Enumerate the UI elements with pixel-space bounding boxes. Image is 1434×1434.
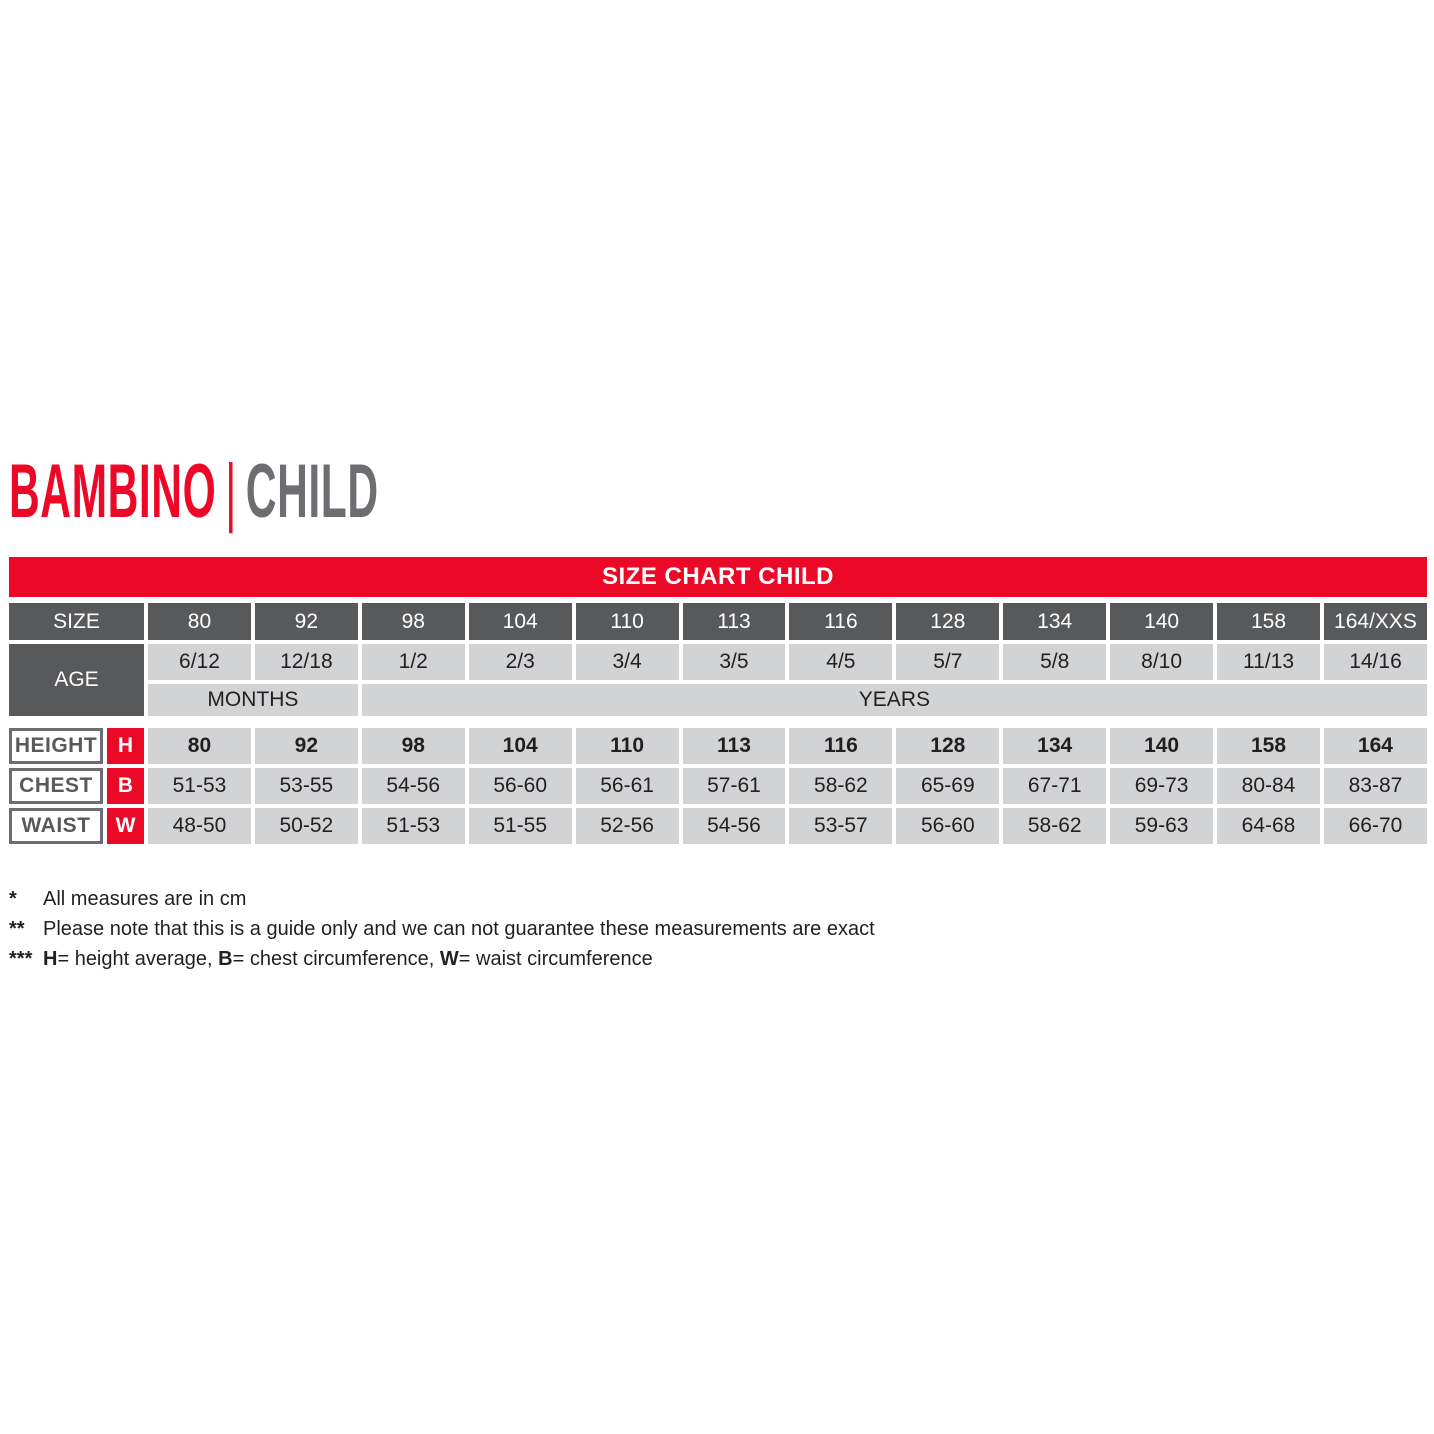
size-chart-banner-title: SIZE CHART CHILD	[602, 563, 834, 590]
size-cell: 128	[896, 603, 1000, 640]
waist-cell: 51-55	[468, 808, 572, 844]
table-row-age-units: MONTHS YEARS	[9, 684, 1427, 716]
chest-cell: 67-71	[1003, 768, 1107, 804]
height-cell: 140	[1110, 728, 1214, 764]
age-row-header: AGE	[9, 644, 144, 716]
table-row-age: AGE 6/12 12/18 1/2 2/3 3/4 3/5 4/5 5/7 5…	[9, 644, 1427, 716]
age-cell: 1/2	[361, 644, 465, 680]
footnote-marker: *	[9, 888, 17, 910]
age-cell: 5/7	[896, 644, 1000, 680]
height-row-label: HEIGHT	[9, 728, 103, 764]
height-cell: 116	[789, 728, 893, 764]
height-cell: 113	[682, 728, 786, 764]
waist-cell: 53-57	[789, 808, 893, 844]
chest-cell: 80-84	[1217, 768, 1320, 804]
age-cell: 6/12	[148, 644, 251, 680]
waist-cell: 59-63	[1110, 808, 1214, 844]
waist-letter-badge: W	[107, 808, 144, 844]
size-cell: 158	[1217, 603, 1320, 640]
footnote-text: All measures are in cm	[43, 888, 247, 910]
footnote-legend: *** H= height average, B= chest circumfe…	[9, 944, 1419, 974]
footnote-marker: **	[9, 918, 25, 940]
height-cell: 92	[254, 728, 358, 764]
table-row-waist: WAIST W 48-50 50-52 51-53 51-55 52-56 54…	[9, 808, 1427, 844]
age-cell: 3/4	[575, 644, 679, 680]
age-cell: 3/5	[682, 644, 786, 680]
footnote-guide-only: ** Please note that this is a guide only…	[9, 914, 1419, 944]
height-cell: 134	[1003, 728, 1107, 764]
waist-cell: 54-56	[682, 808, 786, 844]
footnote-marker: ***	[9, 948, 33, 970]
size-chart-banner: SIZE CHART CHILD	[9, 557, 1427, 597]
chest-cell: 56-61	[575, 768, 679, 804]
footnote-measures-cm: * All measures are in cm	[9, 884, 1419, 914]
age-cell: 8/10	[1110, 644, 1214, 680]
chest-cell: 53-55	[254, 768, 358, 804]
waist-cell: 50-52	[254, 808, 358, 844]
age-cell: 14/16	[1323, 644, 1427, 680]
height-cell: 110	[575, 728, 679, 764]
table-row-size: SIZE 80 92 98 104 110 113 116 128 134 14…	[9, 603, 1427, 640]
size-cell: 92	[254, 603, 358, 640]
waist-cell: 66-70	[1323, 808, 1427, 844]
height-letter-badge: H	[107, 728, 144, 764]
age-cell: 11/13	[1217, 644, 1320, 680]
waist-cell: 48-50	[148, 808, 251, 844]
chest-cell: 54-56	[361, 768, 465, 804]
chest-cell: 69-73	[1110, 768, 1214, 804]
waist-cell: 52-56	[575, 808, 679, 844]
title-primary: BAMBINO	[9, 449, 217, 534]
title-divider-bar: |	[225, 449, 237, 534]
title-secondary: CHILD	[245, 449, 379, 534]
size-cell: 140	[1110, 603, 1214, 640]
months-cell: MONTHS	[148, 684, 358, 716]
footnotes: * All measures are in cm ** Please note …	[9, 884, 1419, 974]
age-cell: 5/8	[1003, 644, 1107, 680]
chest-row-label: CHEST	[9, 768, 103, 804]
height-cell: 80	[148, 728, 251, 764]
size-cell: 116	[789, 603, 893, 640]
size-cell: 134	[1003, 603, 1107, 640]
waist-cell: 51-53	[361, 808, 465, 844]
chest-cell: 65-69	[896, 768, 1000, 804]
spacer-cell	[9, 720, 1427, 724]
size-cell: 110	[575, 603, 679, 640]
table-row-chest: CHEST B 51-53 53-55 54-56 56-60 56-61 57…	[9, 768, 1427, 804]
footnote-text: H= height average, B= chest circumferenc…	[43, 948, 653, 970]
age-cell: 12/18	[254, 644, 358, 680]
height-cell: 98	[361, 728, 465, 764]
waist-cell: 58-62	[1003, 808, 1107, 844]
chest-cell: 57-61	[682, 768, 786, 804]
page-title: BAMBINO | CHILD	[9, 454, 669, 530]
page-title-text: BAMBINO | CHILD	[9, 454, 379, 530]
waist-row-label: WAIST	[9, 808, 103, 844]
height-cell: 104	[468, 728, 572, 764]
chest-cell: 58-62	[789, 768, 893, 804]
table-spacer-row	[9, 720, 1427, 724]
chest-letter-badge: B	[107, 768, 144, 804]
height-cell: 128	[896, 728, 1000, 764]
chest-cell: 83-87	[1323, 768, 1427, 804]
size-chart-table: SIZE 80 92 98 104 110 113 116 128 134 14…	[5, 599, 1431, 848]
size-cell: 98	[361, 603, 465, 640]
height-cell: 164	[1323, 728, 1427, 764]
size-cell: 164/XXS	[1323, 603, 1427, 640]
chest-cell: 56-60	[468, 768, 572, 804]
size-cell: 80	[148, 603, 251, 640]
height-cell: 158	[1217, 728, 1320, 764]
footnote-text: Please note that this is a guide only an…	[43, 918, 875, 940]
years-cell: YEARS	[361, 684, 1427, 716]
table-row-height: HEIGHT H 80 92 98 104 110 113 116 128 13…	[9, 728, 1427, 764]
size-cell: 113	[682, 603, 786, 640]
size-cell: 104	[468, 603, 572, 640]
age-cell: 2/3	[468, 644, 572, 680]
chest-cell: 51-53	[148, 768, 251, 804]
age-cell: 4/5	[789, 644, 893, 680]
waist-cell: 64-68	[1217, 808, 1320, 844]
size-row-header: SIZE	[9, 603, 144, 640]
waist-cell: 56-60	[896, 808, 1000, 844]
